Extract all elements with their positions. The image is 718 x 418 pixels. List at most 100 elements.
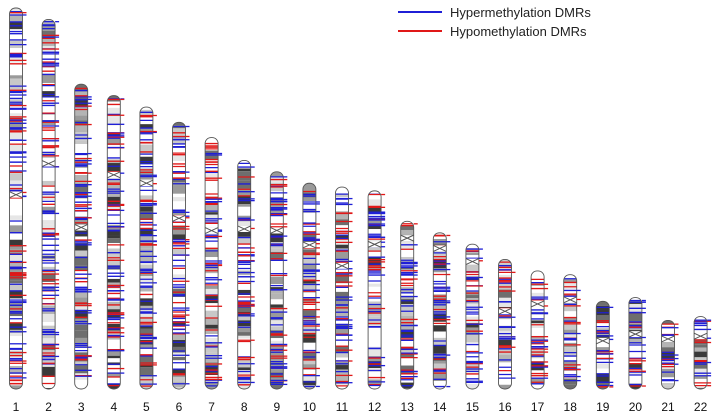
cytoband — [498, 259, 512, 264]
cytoband — [42, 172, 56, 178]
cytoband — [661, 324, 675, 334]
cytoband — [531, 358, 545, 362]
cytoband — [335, 225, 349, 230]
cytoband — [172, 369, 186, 375]
cytoband — [9, 316, 23, 324]
cytoband — [498, 319, 512, 326]
cytoband — [433, 388, 447, 389]
cytoband — [465, 358, 479, 362]
cytoband — [9, 233, 23, 240]
cytoband — [433, 363, 447, 372]
chromosome-label: 17 — [531, 400, 545, 414]
centromere-cross — [139, 179, 154, 187]
cytoband — [139, 114, 153, 125]
cytoband — [270, 382, 284, 389]
legend-item-hypo: Hypomethylation DMRs — [398, 22, 587, 40]
cytoband — [628, 347, 642, 352]
cytoband — [172, 262, 186, 266]
cytoband — [107, 117, 121, 126]
cytoband — [270, 320, 284, 327]
cytoband — [335, 328, 349, 336]
cytoband — [107, 224, 121, 231]
cytoband — [433, 360, 447, 364]
cytoband — [172, 229, 186, 235]
cytoband — [107, 235, 121, 239]
cytoband — [400, 229, 414, 235]
chromosome-body — [465, 244, 479, 389]
cytoband — [107, 101, 121, 105]
chromosome-outline — [41, 18, 56, 390]
cytoband — [661, 383, 675, 386]
cytoband — [42, 177, 56, 181]
cytoband — [661, 385, 675, 390]
cytoband — [237, 289, 251, 295]
cytoband — [563, 329, 577, 335]
chromosome-body — [400, 221, 414, 389]
cytoband — [74, 186, 88, 194]
cytoband — [270, 360, 284, 370]
cytoband — [368, 312, 382, 317]
cytoband — [368, 244, 382, 252]
cytoband — [400, 357, 414, 366]
cytoband — [9, 131, 23, 140]
cytoband — [302, 219, 316, 224]
cytoband — [205, 352, 219, 356]
cytoband — [42, 73, 56, 84]
cytoband — [465, 252, 479, 256]
cytoband — [172, 234, 186, 240]
cytoband — [400, 303, 414, 313]
cytoband — [42, 338, 56, 346]
cytoband — [42, 362, 56, 367]
cytoband — [139, 298, 153, 306]
centromere-cross — [335, 262, 349, 270]
chromosome-body — [9, 8, 23, 389]
cytoband — [368, 269, 382, 275]
cytoband — [205, 310, 219, 319]
cytoband — [9, 56, 23, 63]
cytoband — [139, 328, 153, 337]
cytoband — [172, 197, 186, 202]
cytoband — [368, 286, 382, 295]
cytoband — [139, 367, 153, 377]
cytoband — [368, 384, 382, 389]
cytoband — [433, 371, 447, 381]
cytoband — [9, 66, 23, 76]
centromere-cross — [465, 258, 480, 266]
cytoband — [302, 197, 316, 202]
cytoband — [368, 283, 382, 287]
cytoband — [9, 152, 23, 160]
cytoband — [465, 295, 479, 299]
cytoband — [335, 309, 349, 317]
cytoband — [531, 320, 545, 324]
cytoband — [74, 291, 88, 298]
cytoband — [205, 318, 219, 325]
cytoband — [139, 383, 153, 387]
cytoband — [42, 375, 56, 381]
cytoband — [205, 137, 219, 141]
cytoband — [9, 358, 23, 366]
chromosome-body — [172, 122, 186, 390]
cytoband — [531, 341, 545, 351]
cytoband — [107, 238, 121, 244]
cytoband — [302, 310, 316, 320]
cytoband — [107, 350, 121, 356]
cytoband — [172, 201, 186, 210]
cytoband — [433, 302, 447, 309]
cytoband — [531, 383, 545, 389]
cytoband — [433, 331, 447, 338]
cytoband — [74, 385, 88, 389]
cytoband — [205, 328, 219, 334]
cytoband — [498, 377, 512, 385]
cytoband — [694, 326, 708, 336]
chromosome-outline — [302, 182, 317, 390]
cytoband — [400, 295, 414, 300]
chromosome-label: 3 — [78, 400, 85, 414]
chromosome-outline — [9, 7, 23, 390]
cytoband — [139, 211, 153, 221]
cytoband — [107, 218, 121, 225]
cytoband — [237, 244, 251, 254]
cytoband — [42, 380, 56, 388]
cytoband — [74, 143, 88, 151]
cytoband — [465, 244, 479, 249]
cytoband — [74, 337, 88, 345]
